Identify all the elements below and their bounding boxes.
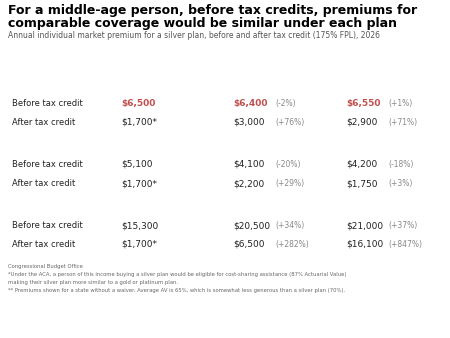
Text: $5,100: $5,100 <box>121 160 153 169</box>
Text: 40-year-old: 40-year-old <box>12 82 70 91</box>
Text: $6,400: $6,400 <box>233 99 267 108</box>
Text: $1,700*: $1,700* <box>121 179 157 188</box>
Text: (+29%): (+29%) <box>275 179 304 188</box>
Text: $4,100: $4,100 <box>233 160 265 169</box>
Text: After tax credit: After tax credit <box>12 179 75 188</box>
Text: House AHCA**: House AHCA** <box>346 82 418 91</box>
Text: Before tax credit: Before tax credit <box>12 99 83 108</box>
Text: (+1%): (+1%) <box>388 99 412 108</box>
Text: (-20%): (-20%) <box>275 160 301 169</box>
Text: Senate BCRA: Senate BCRA <box>233 82 299 91</box>
Text: (+847%): (+847%) <box>388 240 422 249</box>
Text: ** Premiums shown for a state without a waiver. Average AV is 65%, which is some: ** Premiums shown for a state without a … <box>8 288 345 293</box>
Text: $6,500: $6,500 <box>121 99 155 108</box>
Text: $1,700*: $1,700* <box>121 240 157 249</box>
Text: 64-year-old: 64-year-old <box>12 204 70 213</box>
Text: $3,000: $3,000 <box>233 118 265 127</box>
Text: (+282%): (+282%) <box>275 240 309 249</box>
Text: $1,700*: $1,700* <box>121 118 157 127</box>
Text: (-18%): (-18%) <box>388 160 414 169</box>
Text: $21,000: $21,000 <box>346 221 383 230</box>
Text: Congressional Budget Office: Congressional Budget Office <box>8 264 83 269</box>
Text: KAISER
FAMILY
FOUNDATION: KAISER FAMILY FOUNDATION <box>376 305 423 322</box>
Text: After tax credit: After tax credit <box>12 118 75 127</box>
Text: ACA: ACA <box>121 82 142 91</box>
Text: (+3%): (+3%) <box>388 179 412 188</box>
Text: *Under the ACA, a person of this income buying a silver plan would be eligible f: *Under the ACA, a person of this income … <box>8 272 346 277</box>
Text: (+76%): (+76%) <box>275 118 304 127</box>
Text: $6,550: $6,550 <box>346 99 381 108</box>
Text: $4,200: $4,200 <box>346 160 377 169</box>
Text: $6,500: $6,500 <box>233 240 265 249</box>
Text: After tax credit: After tax credit <box>12 240 75 249</box>
Text: (+37%): (+37%) <box>388 221 417 230</box>
Text: For a middle-age person, before tax credits, premiums for: For a middle-age person, before tax cred… <box>8 4 417 17</box>
Text: (+34%): (+34%) <box>275 221 304 230</box>
Text: $16,100: $16,100 <box>346 240 383 249</box>
Text: $2,200: $2,200 <box>233 179 264 188</box>
Text: comparable coverage would be similar under each plan: comparable coverage would be similar und… <box>8 17 397 30</box>
Text: Before tax credit: Before tax credit <box>12 160 83 169</box>
Text: making their silver plan more similar to a gold or platinum plan.: making their silver plan more similar to… <box>8 280 178 285</box>
Text: $15,300: $15,300 <box>121 221 158 230</box>
Text: 21-year-old: 21-year-old <box>12 143 70 152</box>
Text: Annual individual market premium for a silver plan, before and after tax credit : Annual individual market premium for a s… <box>8 31 380 40</box>
Text: $20,500: $20,500 <box>233 221 270 230</box>
Text: $1,750: $1,750 <box>346 179 378 188</box>
Text: $2,900: $2,900 <box>346 118 378 127</box>
Text: Before tax credit: Before tax credit <box>12 221 83 230</box>
Text: (+71%): (+71%) <box>388 118 417 127</box>
Text: (-2%): (-2%) <box>275 99 296 108</box>
